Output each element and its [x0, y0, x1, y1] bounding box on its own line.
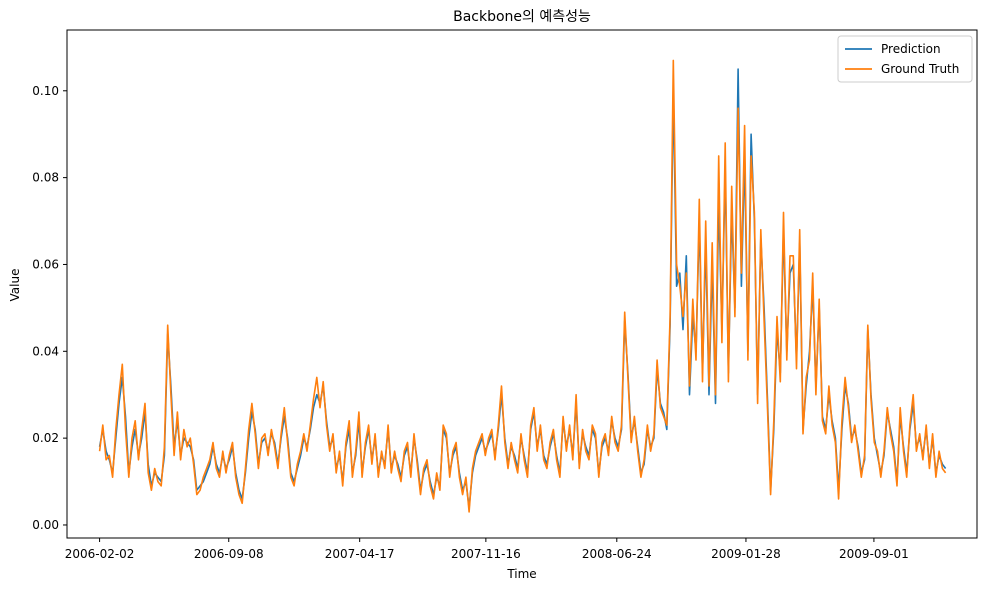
- legend-label-prediction: Prediction: [881, 42, 941, 56]
- legend-box: [837, 35, 973, 83]
- y-tick-label: 0.10: [32, 84, 59, 98]
- y-tick-label: 0.02: [32, 431, 59, 445]
- y-tick-label: 0.08: [32, 171, 59, 185]
- legend: Prediction Ground Truth: [837, 35, 973, 83]
- x-tick-label: 2006-09-08: [194, 547, 264, 561]
- chart-title: Backbone의 예측성능: [453, 9, 591, 25]
- plot-area: [66, 29, 978, 539]
- x-tick-label: 2007-11-16: [451, 547, 521, 561]
- x-tick-label: 2008-06-24: [582, 547, 652, 561]
- x-tick-label: 2007-04-17: [325, 547, 395, 561]
- x-axis-label: Time: [506, 567, 536, 581]
- plot-frame: [66, 29, 978, 539]
- y-tick-label: 0.04: [32, 344, 59, 358]
- y-tick-label: 0.00: [32, 518, 59, 532]
- x-axis: 2006-02-02 2006-09-08 2007-04-17 2007-11-16…: [65, 538, 909, 561]
- y-axis: 0.00 0.02 0.04 0.06 0.08 0.10: [32, 84, 67, 532]
- y-axis-label: Value: [8, 269, 22, 302]
- series-line-ground-truth: [98, 59, 947, 513]
- y-tick-label: 0.06: [32, 257, 59, 271]
- x-tick-label: 2006-02-02: [65, 547, 135, 561]
- legend-label-ground-truth: Ground Truth: [881, 62, 959, 76]
- x-tick-label: 2009-09-01: [839, 547, 909, 561]
- x-tick-label: 2009-01-28: [711, 547, 781, 561]
- series-layer: [98, 59, 947, 513]
